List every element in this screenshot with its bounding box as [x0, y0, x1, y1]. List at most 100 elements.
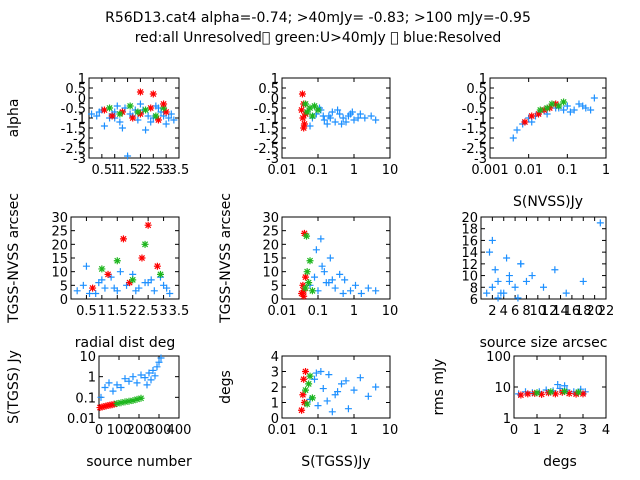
data-point [354, 114, 362, 122]
y-tick-label: 4 [271, 350, 279, 365]
data-point [145, 369, 153, 377]
data-point [596, 219, 604, 227]
data-point [93, 112, 101, 120]
y-tick-label: 14 [461, 246, 478, 261]
data-point [311, 273, 319, 281]
series-red [96, 400, 118, 412]
data-point [306, 372, 314, 380]
data-point [153, 363, 161, 371]
data-point [300, 292, 308, 300]
data-point [144, 221, 152, 229]
data-point [117, 399, 125, 407]
x-tick-label: 100 [107, 423, 132, 438]
data-point [300, 375, 308, 383]
x-tick-label: 1 [350, 163, 358, 178]
data-point [119, 235, 127, 243]
data-point [311, 102, 319, 110]
data-point [144, 112, 152, 120]
data-point [299, 114, 307, 122]
data-point [531, 389, 539, 397]
x-tick-label: 0 [95, 423, 103, 438]
data-point [157, 354, 165, 362]
x-tick-label: 1 [350, 423, 358, 438]
data-point [147, 104, 155, 112]
data-point [331, 118, 339, 126]
data-point [116, 110, 124, 118]
y-axis-label: rms mJy [431, 359, 447, 416]
series-green [533, 387, 582, 397]
data-point [323, 397, 331, 405]
x-tick-label: 1 [111, 163, 119, 178]
data-point [312, 369, 320, 377]
x-tick-label: 2.5 [143, 163, 164, 178]
data-point [339, 290, 347, 298]
data-point [110, 284, 118, 292]
data-point [350, 116, 358, 124]
data-point [319, 112, 327, 120]
data-point [579, 102, 587, 110]
data-point [308, 112, 316, 120]
data-point [302, 100, 310, 108]
data-point [551, 390, 559, 398]
data-point [488, 283, 496, 291]
data-point [100, 122, 108, 130]
data-point [92, 290, 100, 298]
data-point [524, 390, 532, 398]
data-point [517, 260, 525, 268]
data-point [561, 387, 569, 395]
figure-title-line-2: red:all Unresolved  green:U>40mJy   blue… [135, 30, 502, 46]
data-point [302, 273, 310, 281]
y-tick-label: -0.5 [254, 102, 279, 117]
data-point [579, 277, 587, 285]
y-axis-label: TGSS-NVSS arcsec [218, 193, 234, 324]
data-point [341, 276, 349, 284]
data-point [106, 104, 114, 112]
x-tick-label: 1 [350, 304, 358, 319]
data-point [547, 388, 555, 396]
data-point [317, 235, 325, 243]
x-tick-label: 3 [159, 304, 167, 319]
data-point [320, 116, 328, 124]
y-tick-label: 100 [486, 350, 511, 365]
data-point [165, 114, 173, 122]
data-point [535, 110, 543, 118]
y-tick-label: 1 [271, 397, 279, 412]
y-tick-label: 10 [51, 266, 68, 281]
data-point [336, 110, 344, 118]
data-point [505, 272, 513, 280]
data-point [147, 376, 155, 384]
data-point [300, 120, 308, 128]
y-tick-label: -2.5 [61, 142, 86, 157]
data-point [331, 284, 339, 292]
data-point [116, 118, 124, 126]
data-point [100, 106, 108, 114]
data-point [347, 110, 355, 118]
x-tick-label: 0.01 [268, 163, 297, 178]
y-tick-label: 0 [479, 92, 487, 107]
data-point [125, 397, 133, 405]
data-point [326, 114, 334, 122]
data-point [113, 381, 121, 389]
y-tick-label: 10 [262, 266, 279, 281]
series-blue [306, 235, 380, 298]
y-tick-label: -0.5 [462, 102, 487, 117]
y-tick-label: 20 [461, 211, 478, 226]
data-point [494, 277, 502, 285]
x-tick-label: 1.5 [107, 304, 128, 319]
data-point [308, 394, 316, 402]
y-tick-label: 1 [503, 412, 511, 427]
data-point [300, 287, 308, 295]
data-point [540, 106, 548, 114]
data-point [162, 108, 170, 116]
data-point [154, 116, 162, 124]
data-point [302, 386, 310, 394]
data-point [126, 279, 134, 287]
data-point [328, 408, 336, 416]
data-point [160, 104, 168, 112]
data-point [533, 389, 541, 397]
data-point [339, 114, 347, 122]
data-point [486, 248, 494, 256]
x-tick-label: 22 [598, 304, 615, 319]
y-tick-label: 15 [51, 252, 68, 267]
data-point [528, 112, 536, 120]
